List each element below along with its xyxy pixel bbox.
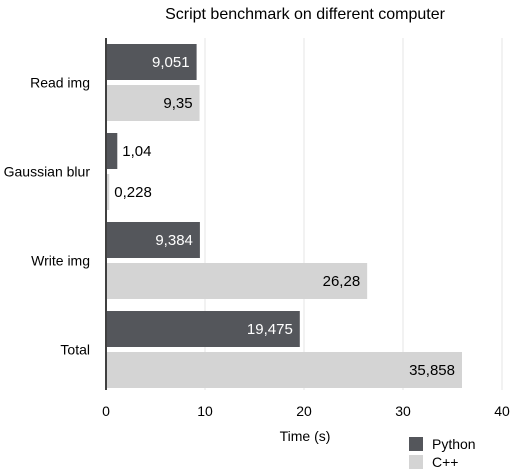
x-tick-labels: 0 10 20 30 40	[102, 403, 510, 419]
data-label: 0,228	[114, 184, 152, 201]
category-label: Read img	[30, 75, 90, 91]
bar-c	[107, 263, 368, 299]
x-tick-label: 30	[395, 403, 411, 419]
x-tick-label: 20	[296, 403, 312, 419]
category-label: Write img	[31, 253, 90, 269]
x-tick-label: 40	[494, 403, 510, 419]
chart-title: Script benchmark on different computer	[165, 6, 446, 23]
bar-python	[107, 44, 197, 80]
bar-c	[107, 85, 200, 121]
legend-swatch	[409, 455, 423, 469]
data-label: 9,051	[152, 54, 190, 71]
legend-label: C++	[432, 454, 458, 470]
bar-c	[107, 174, 110, 210]
data-label: 9,35	[163, 95, 192, 112]
data-label: 26,28	[323, 273, 361, 290]
bar-python	[107, 222, 200, 258]
bars: 9,051 9,35 1,04 0,228 9,384 26,28 19,475 35,858	[107, 44, 462, 388]
data-label: 35,858	[409, 362, 455, 379]
bar-python	[107, 133, 118, 169]
bar-python	[107, 311, 300, 347]
data-label: 19,475	[247, 321, 293, 338]
category-label: Gaussian blur	[4, 164, 91, 180]
x-axis-title: Time (s)	[280, 428, 331, 444]
category-labels: Read img Gaussian blur Write img Total	[4, 75, 91, 358]
x-tick-label: 10	[197, 403, 213, 419]
bar-c	[107, 352, 462, 388]
grid	[105, 38, 503, 390]
legend: Python C++	[409, 436, 476, 470]
data-label: 9,384	[155, 232, 193, 249]
legend-label: Python	[432, 436, 476, 452]
category-label: Total	[60, 342, 90, 358]
legend-swatch	[409, 437, 423, 451]
x-tick-label: 0	[102, 403, 110, 419]
data-label: 1,04	[122, 143, 151, 160]
